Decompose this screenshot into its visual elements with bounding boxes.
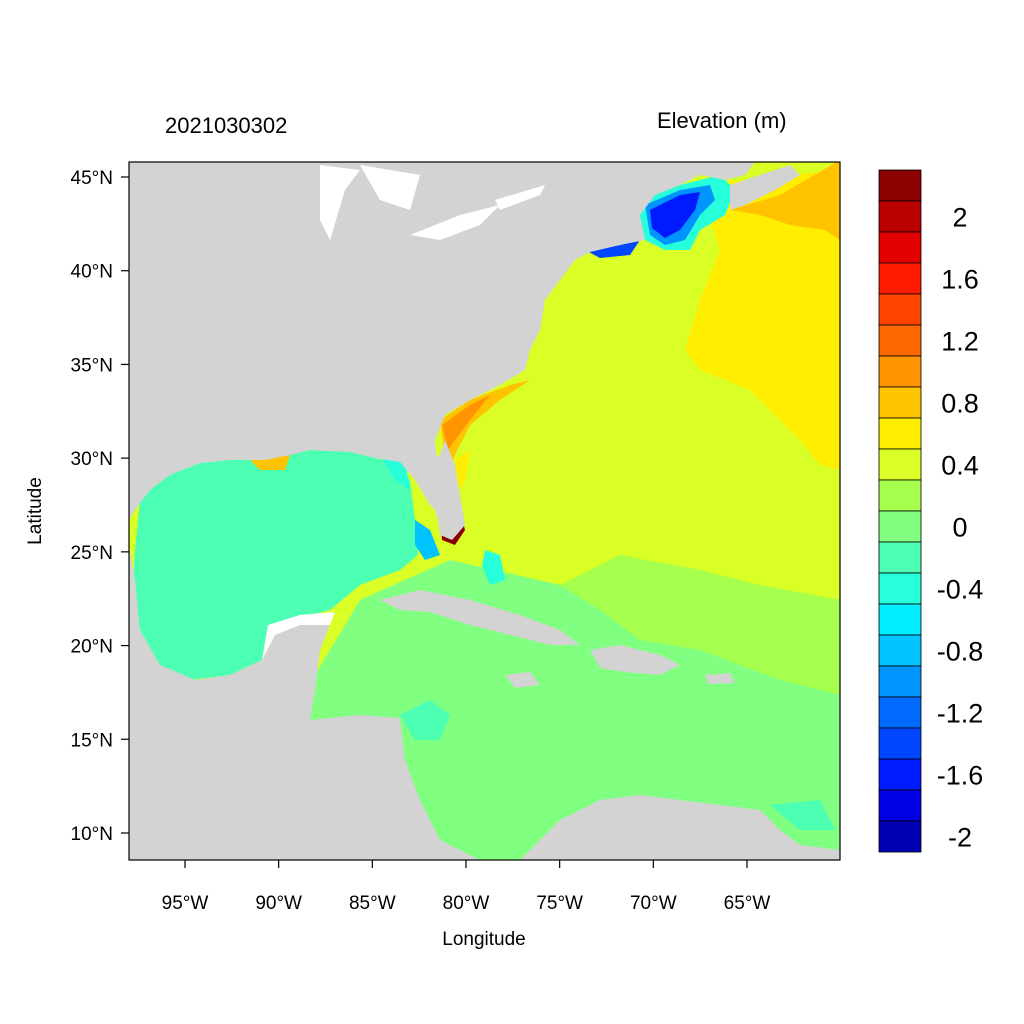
northeast-high-region — [730, 162, 840, 240]
x-tick-label: 70°W — [630, 893, 677, 914]
x-tick-label: 90°W — [255, 893, 302, 914]
puerto-rico-land — [705, 673, 735, 684]
colorbar-segment — [878, 293, 922, 326]
colorbar-segment — [878, 789, 922, 822]
y-tick-label: 15°N — [71, 730, 113, 751]
colorbar-label: -0.8 — [937, 637, 984, 667]
offshore-high-region — [685, 170, 840, 470]
transition-band — [560, 555, 840, 695]
nova-scotia-land — [730, 165, 800, 210]
colorbar-label: 2 — [952, 203, 967, 233]
colorbar-segment — [878, 200, 922, 233]
variable-label: Elevation (m) — [657, 108, 787, 133]
colorbar-segment — [878, 696, 922, 729]
colorbar-segment — [878, 820, 922, 853]
colorbar-segment — [878, 324, 922, 357]
y-tick-label: 35°N — [71, 355, 113, 376]
y-axis: 45°N 40°N 35°N 30°N 25°N 20°N 15°N 10°N — [71, 168, 129, 845]
colorbar-label: 1.6 — [941, 265, 979, 295]
colorbar-segment — [878, 510, 922, 543]
mexico-central-america-land — [129, 545, 480, 860]
colorbar-segment — [878, 262, 922, 295]
map-field — [129, 162, 840, 860]
x-tick-label: 75°W — [536, 893, 583, 914]
yucatan-coast — [262, 612, 335, 660]
colorbar-segment — [878, 231, 922, 264]
colorbar-label: 1.2 — [941, 327, 979, 357]
x-tick-label: 85°W — [349, 893, 396, 914]
florida-bay-low — [415, 520, 440, 560]
colorbar-label: -1.2 — [937, 699, 984, 729]
colorbar-label: 0 — [952, 513, 967, 543]
florida-peninsula — [400, 440, 465, 540]
x-tick-label: 65°W — [724, 893, 771, 914]
colorbar-label: -2 — [948, 823, 972, 853]
plot-frame — [128, 161, 841, 861]
colorbar-segment — [878, 758, 922, 791]
y-axis-label: Latitude — [25, 477, 46, 545]
gulf-of-mexico-field — [132, 450, 418, 680]
cuba-land — [380, 590, 580, 645]
georgia-coast-high-inner — [442, 395, 490, 450]
x-axis-label: Longitude — [442, 929, 525, 950]
x-axis: 95°W 90°W 85°W 80°W 75°W 70°W 65°W — [162, 860, 771, 914]
colorbar-label: 0.4 — [941, 451, 979, 481]
jamaica-land — [505, 672, 540, 688]
colorbar-segment — [878, 665, 922, 698]
colorbar-label: -0.4 — [937, 575, 984, 605]
lesser-antilles-patch — [770, 800, 835, 830]
colorbar-segment — [878, 417, 922, 450]
gulf-of-maine-inner — [650, 192, 700, 238]
north-america-land — [129, 162, 755, 520]
y-tick-label: 45°N — [71, 168, 113, 189]
colorbar-segment — [878, 169, 922, 202]
lake-huron — [360, 165, 420, 210]
bahamas-low — [482, 550, 505, 585]
lake-erie — [410, 205, 500, 240]
lake-michigan — [320, 165, 360, 240]
colorbar-segment — [878, 355, 922, 388]
colorbar-segment — [878, 572, 922, 605]
y-tick-label: 25°N — [71, 543, 113, 564]
y-tick-label: 20°N — [71, 637, 113, 658]
colorbar — [878, 169, 922, 853]
colorbar-segment — [878, 541, 922, 574]
date-label: 2021030302 — [165, 113, 288, 138]
colorbar-label: -1.6 — [937, 761, 984, 791]
y-tick-label: 30°N — [71, 449, 113, 470]
colorbar-labels: 2 1.6 1.2 0.8 0.4 0 -0.4 -0.8 -1.2 -1.6 -2 — [937, 203, 984, 853]
lake-ontario — [495, 185, 545, 210]
colorbar-segment — [878, 448, 922, 481]
y-tick-label: 10°N — [71, 824, 113, 845]
colorbar-segment — [878, 727, 922, 760]
x-tick-label: 95°W — [162, 893, 209, 914]
x-tick-label: 80°W — [443, 893, 490, 914]
colorbar-segment — [878, 603, 922, 636]
honduras-shelf — [400, 700, 450, 740]
long-island-sound-low — [585, 240, 640, 258]
colorbar-label: 0.8 — [941, 389, 979, 419]
colorbar-segment — [878, 634, 922, 667]
south-america-land — [520, 795, 840, 860]
colorbar-segment — [878, 479, 922, 512]
hispaniola-land — [590, 645, 680, 675]
colorbar-segment — [878, 386, 922, 419]
y-tick-label: 40°N — [71, 262, 113, 283]
